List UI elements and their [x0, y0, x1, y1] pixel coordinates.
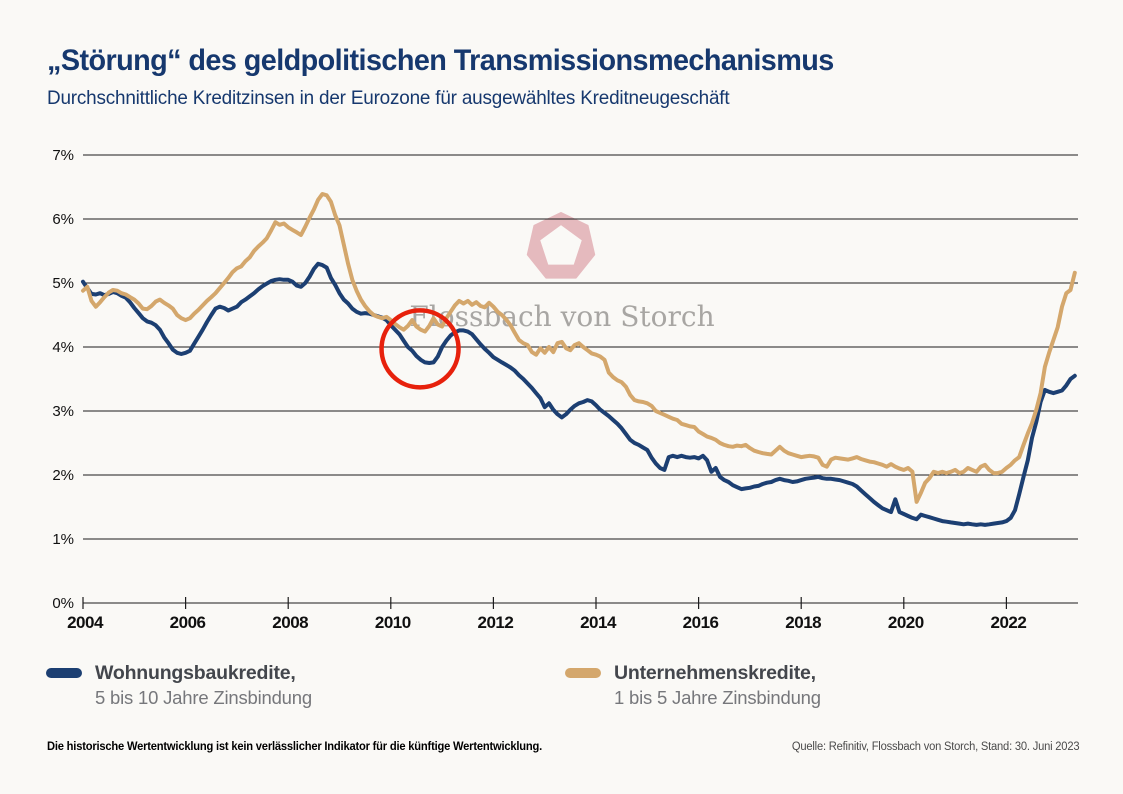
- legend-subtitle: 1 bis 5 Jahre Zinsbindung: [614, 687, 821, 709]
- red-circle-annotation: [379, 308, 461, 390]
- legend-item-unternehmenskredite: Unternehmenskredite, 1 bis 5 Jahre Zinsb…: [565, 660, 821, 711]
- chart-legend: Wohnungsbaukredite, 5 bis 10 Jahre Zinsb…: [0, 660, 1123, 720]
- legend-swatch-blue: [46, 668, 82, 678]
- x-tick-label: 2016: [683, 613, 719, 632]
- series-line-unternehmenskredite: [81, 192, 1077, 504]
- x-tick-label: 2010: [375, 613, 411, 632]
- y-tick-label: 5%: [52, 275, 74, 292]
- axis-labels: 0% 1% 2% 3% 4% 5% 6% 7% 2004 2006 2008 2010 2012 2014…: [52, 147, 1027, 632]
- y-tick-label: 3%: [52, 403, 74, 420]
- y-tick-label: 6%: [52, 211, 74, 228]
- x-tick-label: 2014: [580, 613, 617, 632]
- y-tick-label: 0%: [52, 595, 74, 612]
- y-tick-label: 4%: [52, 339, 74, 356]
- page-subtitle: Durchschnittliche Kreditzinsen in der Eu…: [47, 87, 730, 109]
- x-tick-label: 2018: [785, 613, 821, 632]
- x-tick-label: 2020: [888, 613, 924, 632]
- data-series: [81, 192, 1077, 527]
- footer: Die historische Wertentwicklung ist kein…: [47, 741, 1079, 753]
- legend-title: Unternehmenskredite,: [614, 662, 816, 684]
- watermark-text: Flossbach von Storch: [409, 300, 714, 333]
- flossbach-logo-watermark: [526, 212, 596, 279]
- legend-subtitle: 5 bis 10 Jahre Zinsbindung: [95, 687, 312, 709]
- y-tick-label: 1%: [52, 531, 74, 548]
- legend-swatch-gold: [565, 668, 601, 678]
- x-tick-label: 2008: [272, 613, 308, 632]
- legend-item-wohnungsbaukredite: Wohnungsbaukredite, 5 bis 10 Jahre Zinsb…: [46, 660, 312, 711]
- series-line-wohnungsbaukredite: [81, 261, 1077, 527]
- y-tick-label: 2%: [52, 467, 74, 484]
- x-tick-label: 2012: [477, 613, 513, 632]
- page-title: „Störung“ des geldpolitischen Transmissi…: [47, 44, 834, 77]
- x-tick-label: 2006: [170, 613, 206, 632]
- legend-title: Wohnungsbaukredite,: [95, 662, 296, 684]
- x-tick-label: 2004: [67, 613, 104, 632]
- x-tick-label: 2022: [990, 613, 1026, 632]
- source-text: Quelle: Refinitiv, Flossbach von Storch,…: [791, 741, 1080, 753]
- y-tick-label: 7%: [52, 147, 74, 164]
- disclaimer-text: Die historische Wertentwicklung ist kein…: [47, 741, 543, 753]
- watermark-group: Flossbach von Storch: [409, 212, 715, 333]
